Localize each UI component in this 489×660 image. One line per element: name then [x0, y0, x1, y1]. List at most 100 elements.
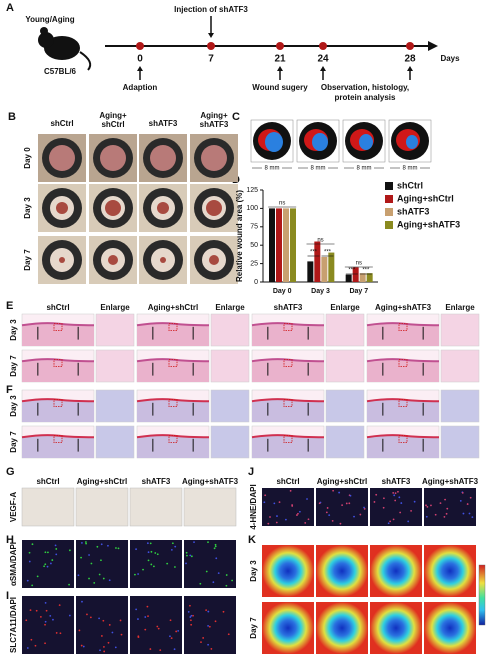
signal	[80, 644, 83, 647]
signal	[31, 584, 34, 587]
row-label: Day 3	[9, 319, 18, 341]
histology-image	[210, 425, 250, 459]
heatmap	[370, 545, 422, 597]
signal	[225, 584, 228, 587]
panel-label: C	[232, 111, 240, 123]
signal	[86, 613, 88, 616]
signal	[107, 544, 109, 547]
fluorescence-image	[370, 488, 422, 526]
signal	[96, 545, 99, 548]
tissue	[22, 359, 94, 382]
significance-label: ns	[356, 261, 362, 267]
column-header: shCtrl	[46, 303, 69, 312]
significance-label: ***	[310, 250, 318, 256]
signal	[108, 624, 111, 626]
column-header: Aging+	[200, 111, 228, 120]
panel-label: G	[6, 466, 15, 478]
zoom-box	[283, 399, 293, 408]
signal	[434, 513, 437, 516]
signal	[144, 616, 147, 618]
signal	[189, 554, 192, 557]
signal	[190, 614, 193, 617]
event-label: Injection of shATF3	[174, 5, 248, 14]
signal	[227, 633, 230, 636]
signal	[214, 543, 217, 546]
wound	[201, 145, 227, 171]
wound-core	[56, 202, 68, 214]
signal	[205, 570, 208, 573]
signal	[103, 650, 106, 653]
legend-swatch	[385, 221, 393, 229]
signal	[147, 559, 150, 562]
y-tick-label: 25	[250, 260, 258, 267]
signal	[166, 562, 169, 565]
column-header: Aging+shATF3	[375, 303, 432, 312]
signal	[297, 512, 299, 515]
panel-label: J	[248, 466, 254, 478]
signal	[341, 504, 344, 506]
signal	[152, 565, 155, 568]
signal	[430, 504, 432, 507]
signal	[134, 573, 136, 576]
signal	[307, 518, 310, 521]
signal	[199, 582, 202, 585]
day-label: 21	[274, 54, 286, 65]
column-header: shCtrl	[36, 477, 59, 486]
wound-core	[206, 200, 222, 216]
tissue	[22, 435, 94, 458]
row-label: Day 3	[249, 560, 258, 582]
signal	[55, 548, 58, 550]
signal	[52, 618, 54, 621]
ihc-image	[129, 487, 183, 527]
signal	[55, 632, 58, 634]
row-label: Day 3	[23, 197, 32, 219]
signal	[169, 619, 172, 622]
signal	[174, 545, 177, 548]
signal	[170, 637, 173, 640]
signal	[263, 501, 266, 504]
signal	[44, 601, 47, 604]
y-tick-label: 0	[254, 279, 258, 286]
colorbar	[478, 564, 486, 626]
signal	[363, 507, 366, 510]
bar	[328, 252, 335, 282]
timeline-arrow	[428, 41, 438, 51]
signal	[462, 512, 465, 515]
signal	[213, 547, 216, 550]
signal	[185, 562, 187, 565]
legend-swatch	[385, 182, 393, 190]
signal	[55, 553, 58, 556]
signal	[156, 553, 159, 556]
signal	[44, 623, 46, 626]
signal	[100, 559, 102, 562]
tissue	[137, 359, 209, 382]
scale-label: 8 mm	[265, 166, 280, 172]
panel-label: H	[6, 534, 14, 546]
significance-label: ***	[324, 250, 332, 256]
signal	[157, 627, 160, 630]
signal	[81, 600, 83, 603]
bar	[321, 256, 328, 282]
legend-label: Aging+shATF3	[397, 219, 460, 229]
signal	[426, 505, 429, 508]
bar	[314, 241, 321, 282]
column-header: shATF3	[200, 120, 229, 129]
signal	[100, 635, 103, 637]
signal	[102, 577, 105, 580]
trace-blue	[359, 134, 373, 150]
column-header: shATF3	[142, 477, 171, 486]
signal	[39, 616, 42, 618]
row-label: Day 3	[9, 395, 18, 417]
fluorescence-image	[130, 540, 182, 588]
tissue	[252, 435, 324, 458]
signal	[193, 541, 195, 544]
signal	[326, 507, 329, 509]
signal	[387, 522, 390, 525]
legend-swatch	[385, 195, 393, 203]
tissue	[252, 359, 324, 382]
signal	[44, 551, 47, 554]
y-tick-label: 75	[250, 224, 258, 231]
panel-label: K	[248, 534, 256, 546]
heatmap	[262, 602, 314, 654]
mouse-icon	[79, 51, 92, 71]
